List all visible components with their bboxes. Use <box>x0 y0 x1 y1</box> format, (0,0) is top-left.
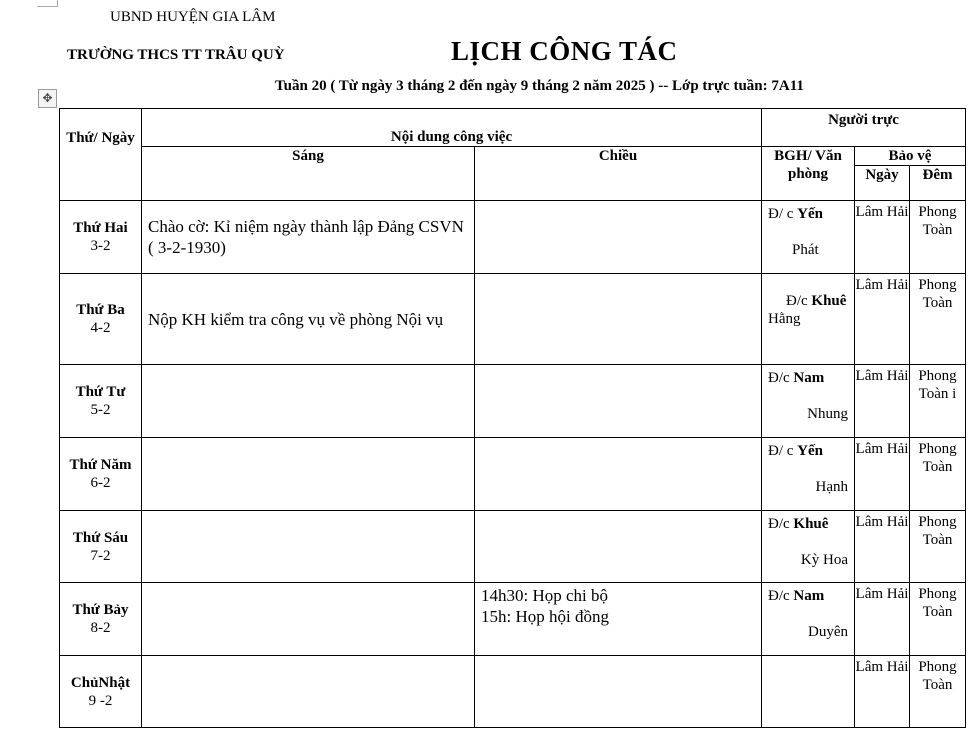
day-cell: Thứ Năm 6-2 <box>59 437 142 511</box>
guard-night-cell: Phong Toàn <box>909 510 966 583</box>
header-content: Nội dung công việc <box>141 108 762 147</box>
day-date: 7-2 <box>90 547 111 564</box>
day-date: 5-2 <box>90 402 111 418</box>
office-staff: Nhung <box>807 406 848 422</box>
bgh-cell: Đ/c Khuê Kỳ Hoa <box>761 510 855 583</box>
guard-night-cell: Phong Toàn <box>909 200 966 274</box>
guard-night-cell: Phong Toàn <box>909 437 966 511</box>
table-row: Thứ Hai 3-2 Chào cờ: Kỉ niệm ngày thành l… <box>59 200 966 274</box>
day-date: 3-2 <box>90 238 111 254</box>
table-row: ChủNhật 9 -2 Lâm Hải Phong Toàn <box>59 655 966 728</box>
morning-cell: Nộp KH kiểm tra công vụ về phòng Nội vụ <box>141 273 475 365</box>
morning-cell <box>141 364 475 438</box>
bgh-prefix: Đ/c <box>768 516 794 532</box>
header-bgh: BGH/ Văn phòng <box>761 146 855 201</box>
afternoon-cell <box>474 200 762 274</box>
afternoon-cell: 14h30: Họp chi bộ 15h: Họp hội đồng <box>474 582 762 656</box>
afternoon-cell <box>474 437 762 511</box>
header-on-duty: Người trực <box>761 108 966 147</box>
header-guard-night: Đêm <box>909 165 966 201</box>
bgh-name: Yến <box>797 206 824 222</box>
page-corner-mark <box>37 0 58 7</box>
guard-day-cell: Lâm Hải <box>854 582 910 656</box>
day-date: 4-2 <box>90 320 111 336</box>
bgh-prefix: Đ/c <box>768 588 794 604</box>
table-row: Thứ Sáu 7-2 Đ/c Khuê Kỳ Hoa Lâm Hải Phong … <box>59 510 966 583</box>
day-date: 6-2 <box>90 475 111 491</box>
bgh-cell: Đ/c Nam Duyên <box>761 582 855 656</box>
day-name: Thứ Hai <box>73 220 128 236</box>
day-cell: Thứ Hai 3-2 <box>59 200 142 274</box>
header-guard: Bảo vệ <box>854 146 966 166</box>
day-name: ChủNhật <box>70 674 131 691</box>
bgh-prefix: Đ/c <box>768 370 794 386</box>
org-line-1: UBND HUYỆN GIA LÂM <box>110 9 276 25</box>
guard-night-cell: Phong Toàn <box>909 273 966 365</box>
bgh-name: Yến <box>797 443 824 459</box>
day-cell: Thứ Ba 4-2 <box>59 273 142 365</box>
morning-cell: Chào cờ: Kỉ niệm ngày thành lập Đảng CSV… <box>141 200 475 274</box>
guard-day-cell: Lâm Hải <box>854 200 910 274</box>
guard-night-cell: Phong Toàn <box>909 655 966 728</box>
office-staff: Hằng <box>768 311 801 327</box>
office-staff: Duyên <box>808 624 848 640</box>
day-name: Thứ Sáu <box>72 529 129 546</box>
week-line: Tuần 20 ( Từ ngày 3 tháng 2 đến ngày 9 t… <box>275 78 804 94</box>
bgh-cell <box>761 655 855 728</box>
day-date: 9 -2 <box>88 692 113 709</box>
day-name: Thứ Tư <box>75 384 126 400</box>
bgh-name: Nam <box>793 588 825 604</box>
header-morning: Sáng <box>141 146 475 201</box>
header-day: Thứ/ Ngày <box>59 108 142 201</box>
guard-night-cell: Phong Toàn i <box>909 364 966 438</box>
table-row: Thứ Tư 5-2 Đ/c Nam Nhung Lâm Hải Phong Toà… <box>59 364 966 438</box>
bgh-cell: Đ/c Nam Nhung <box>761 364 855 438</box>
table-row: Thứ Ba 4-2 Nộp KH kiểm tra công vụ về phò… <box>59 273 966 365</box>
morning-cell <box>141 437 475 511</box>
day-date: 8-2 <box>90 620 111 636</box>
afternoon-cell <box>474 655 762 728</box>
bgh-prefix: Đ/c <box>786 293 812 309</box>
bgh-prefix: Đ/ c <box>768 443 798 459</box>
morning-cell <box>141 582 475 656</box>
office-staff: Hạnh <box>815 479 849 495</box>
day-cell: ChủNhật 9 -2 <box>59 655 142 728</box>
morning-cell <box>141 510 475 583</box>
afternoon-cell <box>474 364 762 438</box>
afternoon-cell <box>474 510 762 583</box>
office-staff: Kỳ Hoa <box>800 552 848 568</box>
bgh-name: Khuê <box>793 516 829 532</box>
day-name: Thứ Bảy <box>72 602 129 618</box>
bgh-cell: Đ/ c Yến Phát <box>761 200 855 274</box>
afternoon-cell <box>474 273 762 365</box>
morning-cell <box>141 655 475 728</box>
bgh-cell: Đ/ c Yến Hạnh <box>761 437 855 511</box>
schedule-table: Thứ/ Ngày Nội dung công việc Người trực … <box>59 108 966 728</box>
org-line-2: TRƯỜNG THCS TT TRÂU QUỲ <box>67 47 285 63</box>
table-row: Thứ Bảy 8-2 14h30: Họp chi bộ 15h: Họp hộ… <box>59 582 966 656</box>
office-staff: Phát <box>792 242 819 258</box>
page-title: LỊCH CÔNG TÁC <box>451 36 678 66</box>
guard-day-cell: Lâm Hải <box>854 364 910 438</box>
day-cell: Thứ Tư 5-2 <box>59 364 142 438</box>
guard-day-cell: Lâm Hải <box>854 273 910 365</box>
bgh-name: Khuê <box>811 293 847 309</box>
day-name: Thứ Năm <box>69 457 132 473</box>
day-cell: Thứ Sáu 7-2 <box>59 510 142 583</box>
day-cell: Thứ Bảy 8-2 <box>59 582 142 656</box>
bgh-name: Nam <box>793 370 825 386</box>
table-move-handle-icon[interactable]: ✥ <box>38 89 57 108</box>
day-name: Thứ Ba <box>76 302 125 318</box>
header-afternoon: Chiều <box>474 146 762 201</box>
header-guard-day: Ngày <box>854 165 910 201</box>
bgh-cell: Đ/c Khuê Hằng <box>761 273 855 365</box>
table-row: Thứ Năm 6-2 Đ/ c Yến Hạnh Lâm Hải Phong To… <box>59 437 966 511</box>
guard-night-cell: Phong Toàn <box>909 582 966 656</box>
guard-day-cell: Lâm Hải <box>854 437 910 511</box>
guard-day-cell: Lâm Hải <box>854 510 910 583</box>
bgh-prefix: Đ/ c <box>768 206 798 222</box>
guard-day-cell: Lâm Hải <box>854 655 910 728</box>
